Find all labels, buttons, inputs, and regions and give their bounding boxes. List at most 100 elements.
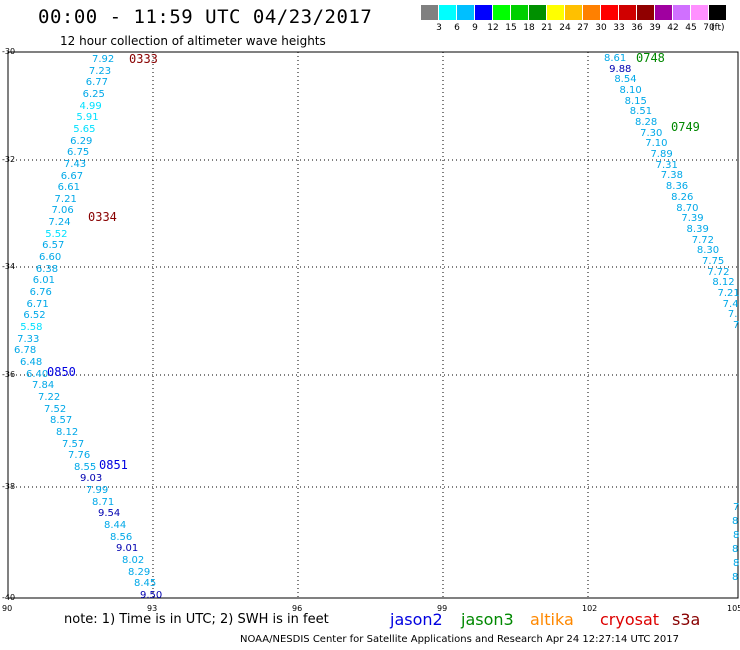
wave-height-value: 8	[732, 572, 739, 583]
wave-height-value: 9.54	[98, 508, 121, 520]
wave-height-value: 8.55	[74, 461, 97, 473]
color-scale-tick: 45	[685, 23, 697, 33]
wave-height-value: 6.77	[85, 77, 109, 89]
longitude-label: 102	[582, 604, 598, 613]
legend-entry-altika: altika	[530, 610, 574, 629]
wave-height-value: 7.75	[702, 255, 725, 267]
wave-height-value: 5.52	[45, 228, 68, 240]
color-swatch	[655, 5, 672, 20]
wave-height-value: 4.99	[79, 100, 102, 112]
color-scale-tick: 21	[541, 23, 553, 33]
color-scale-tick: 36	[631, 23, 643, 33]
longitude-label: 90	[2, 604, 13, 613]
color-swatch	[457, 5, 474, 20]
wave-height-value: 6.40	[26, 368, 49, 380]
wave-height-value: 8.71	[92, 496, 115, 508]
wave-height-value: 8.10	[619, 85, 642, 97]
latitude-label: -34	[2, 262, 16, 271]
wave-height-value: 7.57	[62, 438, 85, 450]
wave-height-value: 7.4	[722, 298, 739, 310]
wave-height-value: 8.56	[110, 531, 133, 543]
color-swatch	[583, 5, 600, 20]
wave-height-value: 9.50	[140, 590, 163, 601]
wave-height-value: 8	[732, 544, 739, 555]
wave-height-value: 7.39	[681, 213, 704, 225]
color-swatch	[691, 5, 708, 20]
wave-height-value: 7.33	[17, 333, 40, 345]
wave-height-value: 8	[733, 530, 740, 541]
wave-height-value: 7.06	[51, 205, 74, 217]
wave-height-value: 8.61	[604, 53, 627, 64]
wave-height-value: 5.58	[20, 322, 43, 333]
wave-height-value: 7.10	[645, 138, 668, 150]
map-frame	[7, 51, 739, 599]
wave-height-value: 7.76	[68, 450, 91, 462]
wave-height-value: 6.52	[23, 310, 46, 322]
wave-height-value: 7.31	[655, 159, 678, 171]
wave-height-value: 7.21	[717, 287, 740, 299]
wave-height-value: 6.25	[82, 88, 105, 100]
color-swatch	[493, 5, 510, 20]
wave-height-value: 6.67	[60, 170, 84, 182]
color-scale-tick: 15	[505, 23, 517, 33]
color-swatch	[637, 5, 654, 20]
wave-height-value: 8.28	[634, 117, 658, 129]
wave-height-value: 8.12	[56, 426, 79, 438]
wave-height-value: 7.	[733, 320, 740, 331]
wave-height-value: 5.65	[73, 123, 96, 135]
wave-height-value: 7.52	[44, 403, 67, 415]
wave-height-value: 7.99	[86, 485, 109, 497]
wave-height-value: 8.54	[614, 74, 637, 86]
wave-height-value: 7.84	[32, 380, 55, 392]
color-swatch	[565, 5, 582, 20]
wave-height-value: 5.91	[76, 112, 99, 124]
wave-height-value: 7.72	[707, 266, 730, 278]
color-scale-tick: 42	[667, 23, 679, 33]
latitude-label: -32	[2, 155, 16, 164]
color-swatch	[547, 5, 564, 20]
wave-height-value: 6.48	[20, 356, 43, 368]
pass-time-label: 0333	[129, 52, 158, 66]
wave-height-value: 8.30	[696, 245, 720, 257]
wave-height-value: 8.45	[134, 578, 157, 590]
wave-height-value: 7.	[727, 309, 738, 321]
color-swatch	[601, 5, 618, 20]
map-title: 00:00 - 11:59 UTC 04/23/2017	[38, 6, 373, 28]
pass-time-label: 0749	[671, 120, 700, 134]
color-swatch	[439, 5, 456, 20]
wave-height-value: 7.43	[63, 158, 87, 170]
latitude-label: -30	[2, 47, 16, 56]
wave-height-value: 8.70	[676, 202, 699, 214]
color-scale-tick: 24	[559, 23, 571, 33]
wave-height-value: 6.61	[57, 182, 80, 194]
latitude-label: -38	[2, 482, 16, 491]
wave-height-value: 8.02	[122, 555, 145, 567]
color-swatch	[709, 5, 726, 20]
longitude-label: 105	[727, 604, 740, 613]
wave-height-value: 9.88	[609, 63, 632, 75]
wave-height-value: 9.03	[80, 473, 103, 485]
wave-height-value: 6.76	[29, 287, 52, 299]
pass-time-label: 0851	[99, 458, 128, 472]
color-scale-tick: 70	[703, 23, 715, 33]
wave-height-value: 7.72	[691, 234, 714, 246]
latitude-label: -40	[2, 593, 16, 602]
color-scale-tick: 27	[577, 23, 589, 33]
wave-height-value: 6.01	[32, 275, 55, 287]
wave-height-value: 8.29	[128, 566, 151, 578]
longitude-label: 99	[437, 604, 448, 613]
color-swatch	[421, 5, 438, 20]
color-scale-tick: 3	[436, 23, 442, 33]
longitude-label: 96	[292, 604, 303, 613]
wave-height-value: 8.36	[665, 181, 689, 193]
pass-time-label: 0334	[88, 210, 117, 224]
pass-time-label: 0850	[47, 365, 76, 379]
color-scale-unit: (ft)	[711, 23, 725, 33]
color-swatch	[475, 5, 492, 20]
color-swatch	[511, 5, 528, 20]
wave-height-value: 8	[732, 516, 739, 527]
color-scale-tick: 39	[649, 23, 661, 33]
color-swatch	[673, 5, 690, 20]
wave-height-value: 8	[733, 558, 740, 569]
